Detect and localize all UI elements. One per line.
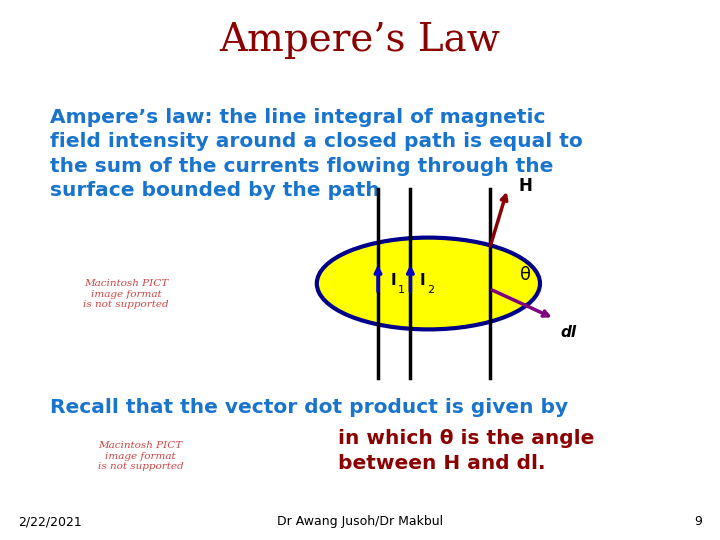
Text: 2: 2 xyxy=(427,285,434,295)
Text: Recall that the vector dot product is given by: Recall that the vector dot product is gi… xyxy=(50,398,569,417)
Text: 9: 9 xyxy=(694,515,702,528)
Text: Macintosh PICT
image format
is not supported: Macintosh PICT image format is not suppo… xyxy=(84,279,168,309)
Text: I: I xyxy=(420,273,426,288)
Text: Macintosh PICT
image format
is not supported: Macintosh PICT image format is not suppo… xyxy=(98,441,183,471)
Text: Ampere’s Law: Ampere’s Law xyxy=(220,22,500,59)
Text: Ampere’s law: the line integral of magnetic
field intensity around a closed path: Ampere’s law: the line integral of magne… xyxy=(50,108,583,200)
Text: 2/22/2021: 2/22/2021 xyxy=(18,515,82,528)
Text: θ: θ xyxy=(520,266,531,285)
Ellipse shape xyxy=(317,238,540,329)
Text: Dr Awang Jusoh/Dr Makbul: Dr Awang Jusoh/Dr Makbul xyxy=(277,515,443,528)
Text: dl: dl xyxy=(560,325,576,340)
Text: in which θ is the angle
between H and dl.: in which θ is the angle between H and dl… xyxy=(338,429,595,473)
Text: I: I xyxy=(391,273,397,288)
Text: H: H xyxy=(518,177,532,195)
Text: 1: 1 xyxy=(398,285,405,295)
